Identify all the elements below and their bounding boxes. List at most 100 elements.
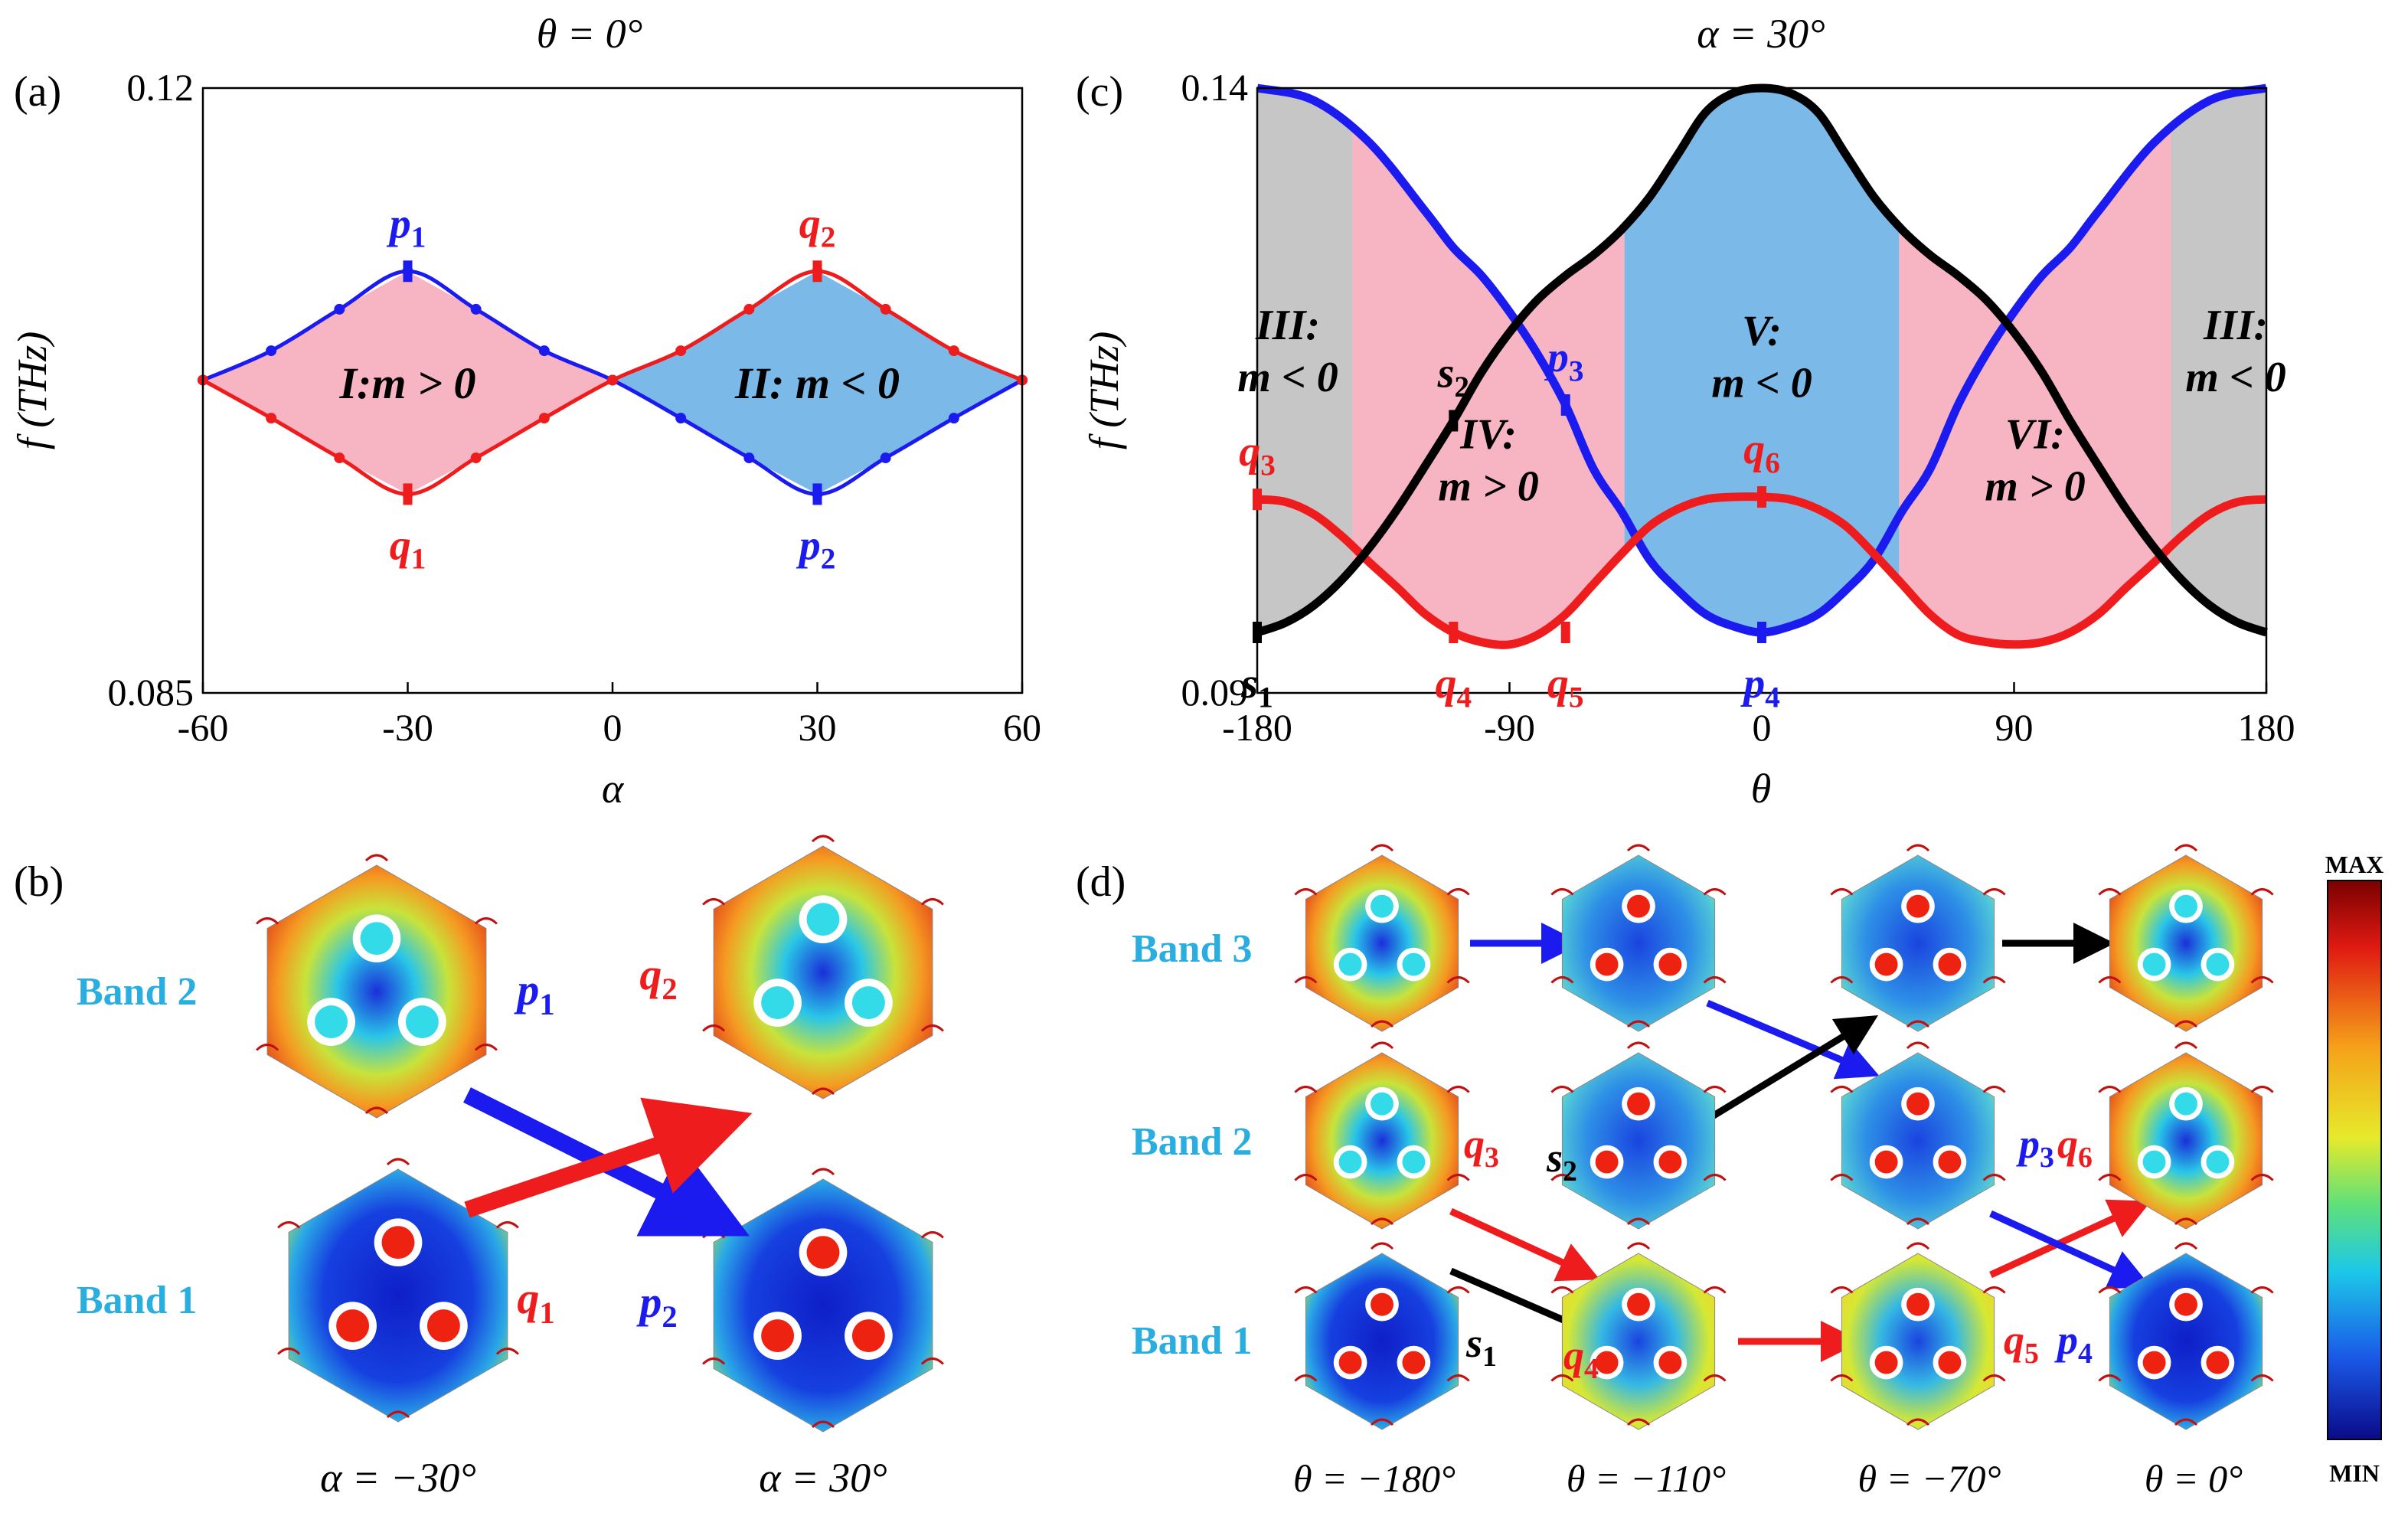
panel-b-flux-1-5 [702, 898, 726, 906]
panel-d-cell-5 [1550, 1041, 1727, 1230]
xtick-label-c-1: -90 [1484, 706, 1535, 749]
panel-d-flux-3-4 [2098, 976, 2122, 984]
series-point-a-0-5 [538, 345, 550, 357]
panel-d-rod-6-1 [1874, 1150, 1898, 1174]
panel-b-flux-2-1 [495, 1221, 519, 1229]
arrow-d-6 [1449, 1207, 1600, 1282]
panel-b-rod-0-0 [360, 922, 394, 956]
panel-d-cell-4 [1294, 1041, 1470, 1230]
panel-b-flux-3-1 [920, 1231, 944, 1239]
panel-b-cell-2 [277, 1158, 519, 1423]
series-point-a-1-2 [334, 453, 345, 464]
panel-d-flux-5-5 [1550, 1086, 1574, 1093]
point-label-p4: p4 [1740, 660, 1780, 714]
point-label-p2: p2 [635, 1277, 677, 1334]
panel-d-rod-0-2 [1402, 952, 1426, 976]
panel-d-flux-6-3 [1906, 1217, 1930, 1226]
point-label-s1: s1 [1465, 1320, 1497, 1373]
panel-d-cell-3 [2098, 844, 2274, 1032]
panel-d-rod-2-0 [1906, 894, 1929, 918]
panel-d-rod-8-0 [1371, 1292, 1394, 1316]
panel-d-flux-2-5 [1830, 888, 1854, 896]
panel-b-hexagon-2 [288, 1168, 508, 1423]
panel-b: (b) Band 2 Band 1 p1 q2 q1 p2 α = −30° α = … [14, 835, 944, 1501]
series-point-a-0-10 [880, 453, 891, 464]
chart-c-ylabel: f (THz) [1081, 332, 1127, 450]
panel-d-flux-7-1 [2250, 1086, 2274, 1093]
panel-d-rod-2-1 [1874, 952, 1898, 976]
chart-c-xlabel: θ [1751, 766, 1772, 812]
colorbar-min-label: MIN [2329, 1459, 2380, 1487]
series-point-a-1-10 [880, 303, 891, 315]
panel-b-hexagon-1 [713, 845, 933, 1099]
panel-d-hexagon-3 [2109, 854, 2263, 1032]
series-point-a-1-4 [470, 453, 482, 464]
point-marker-c-4 [1449, 622, 1459, 643]
panel-d-rod-9-1 [1595, 1351, 1619, 1374]
chart-c-yticks: 0.09 0.14 [1181, 66, 1249, 714]
point-label-q3: q3 [1464, 1121, 1499, 1174]
panel-d-flux-3-5 [2098, 888, 2122, 896]
panel-b-flux-1-1 [920, 898, 944, 906]
panel-d-flux-3-3 [2174, 1020, 2198, 1028]
panel-d-flux-0-3 [1370, 1020, 1394, 1028]
chart-a-yticks: 0.085 0.12 [108, 66, 194, 714]
panel-d-rod-1-2 [1658, 952, 1682, 976]
panel-b-flux-3-2 [920, 1358, 944, 1365]
panel-b-rod-2-1 [336, 1309, 370, 1343]
region-label-c-2: V: [1742, 308, 1782, 355]
region-label-c-3: VI: [2005, 411, 2065, 459]
panel-b-hexagon-3 [713, 1178, 933, 1433]
point-label-s2: s2 [1546, 1135, 1577, 1188]
panel-d-rod-9-0 [1627, 1292, 1650, 1316]
panel-d-rod-3-1 [2142, 952, 2166, 976]
panel-d-arrows [1449, 923, 2152, 1362]
panel-d-rod-5-1 [1595, 1150, 1619, 1174]
region-label2-c-3: m > 0 [1985, 463, 2085, 511]
chart-a-region-labels: I:m > 0 II: m < 0 [338, 358, 900, 408]
panel-d-rod-5-0 [1627, 1092, 1650, 1116]
xtick-label-a-1: -30 [382, 706, 433, 749]
panel-d-rod-4-2 [1402, 1150, 1426, 1174]
point-marker-c-2 [1449, 410, 1459, 432]
panel-d-hexagon-7 [2109, 1052, 2263, 1230]
chart-c-xticks: -180 -90 0 90 180 [1222, 682, 2295, 749]
chart-a-xticks: -60 -30 0 30 60 [178, 682, 1041, 749]
panel-b-flux-0-1 [474, 917, 498, 925]
panel-d-flux-10-4 [1830, 1374, 1854, 1382]
panel-d-hexagon-2 [1841, 854, 1995, 1032]
panel-b-flux-0-3 [364, 1106, 389, 1115]
panel-b-hexagon-0 [266, 864, 487, 1119]
panel-b-rod-1-1 [761, 986, 795, 1020]
point-label-s1: s1 [1240, 660, 1273, 714]
panel-d-flux-9-1 [1703, 1286, 1727, 1294]
point-marker-a-2 [812, 260, 822, 283]
panel-d-hexagon-8 [1305, 1253, 1459, 1430]
chart-a-points: p1 q1 q2 p2 [387, 200, 836, 575]
panel-d-flux-2-2 [1982, 976, 2006, 984]
chart-c-points: q3 s1 s2 p3 q4 q5 q6 p4 [1239, 334, 1780, 714]
band-label-d-2: Band 1 [1132, 1319, 1253, 1363]
ytick-label-a-0: 0.085 [108, 671, 194, 714]
panel-d-flux-0-5 [1294, 888, 1318, 896]
arrow-blue-b [463, 1087, 750, 1237]
panel-d-rod-11-1 [2142, 1351, 2166, 1374]
panel-d-cell-9 [1550, 1242, 1727, 1430]
bottom-label-d-0: θ = −180° [1293, 1457, 1456, 1500]
panel-d-flux-4-1 [1446, 1086, 1470, 1093]
panel-d-flux-0-1 [1446, 888, 1470, 896]
panel-b-flux-3-0 [811, 1168, 835, 1176]
panel-b-rod-3-2 [851, 1319, 885, 1353]
panel-d-rod-7-0 [2174, 1092, 2197, 1116]
region-label2-c-0: m < 0 [1237, 354, 1338, 401]
point-marker-c-3 [1560, 394, 1570, 416]
panel-b-rod-1-0 [806, 903, 840, 936]
panel-b-flux-3-4 [702, 1358, 726, 1365]
panel-label-c: (c) [1076, 68, 1123, 116]
panel-d-hexagon-6 [1841, 1052, 1995, 1230]
panel-d: (d) Band 3 Band 2 Band 1 q3 s2 p3 q6 s1 q4 q5 p… [1076, 844, 2383, 1500]
chart-a-lines [198, 266, 1028, 500]
xtick-label-a-3: 30 [799, 706, 837, 749]
panel-d-rod-0-0 [1371, 894, 1394, 918]
panel-d-flux-11-1 [2250, 1286, 2274, 1294]
